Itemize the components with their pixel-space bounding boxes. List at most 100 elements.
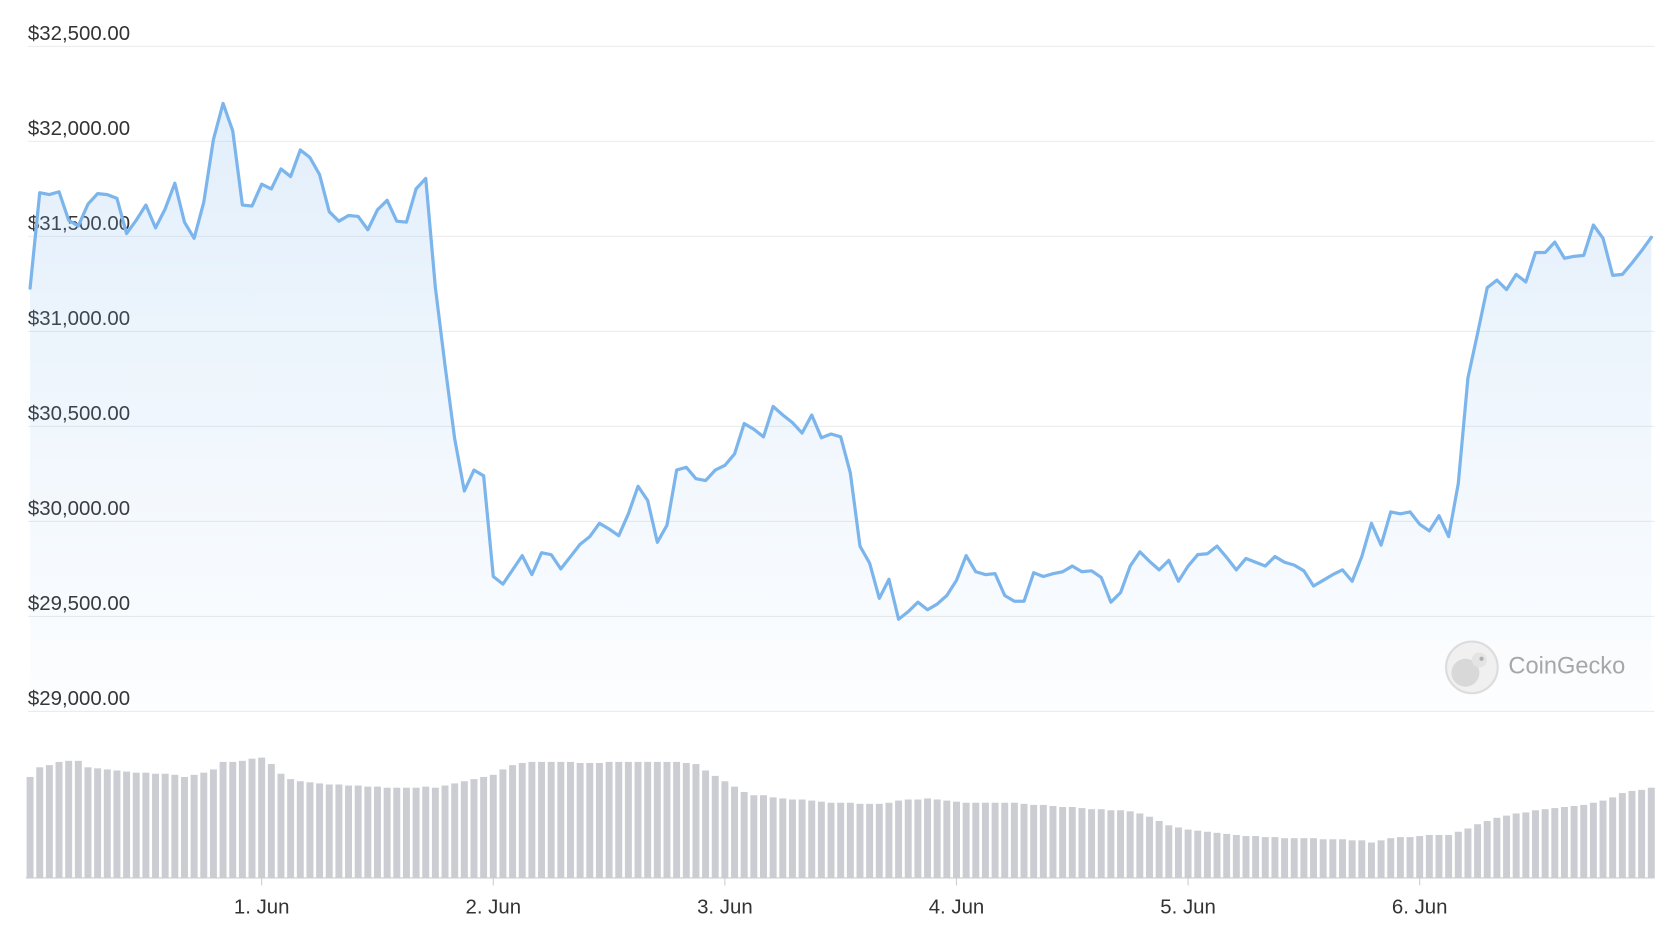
volume-bar <box>1512 813 1520 878</box>
volume-bar <box>1425 834 1433 878</box>
x-tick-label: 1. Jun <box>234 896 290 918</box>
volume-bar <box>190 774 198 878</box>
volume-bar <box>1126 811 1134 878</box>
volume-bar <box>1020 803 1028 878</box>
volume-bar <box>788 799 796 878</box>
volume-bar <box>287 779 295 878</box>
area <box>30 103 1652 712</box>
watermark-text: CoinGecko <box>1508 654 1625 680</box>
volume-bar <box>364 786 372 878</box>
volume-bar <box>1589 802 1597 878</box>
volume-bar <box>538 761 546 878</box>
volume-bar <box>123 771 131 878</box>
volume-bar <box>972 802 980 878</box>
volume-bar <box>1059 807 1067 878</box>
volume-bar <box>1174 827 1182 878</box>
volume-bar <box>1223 833 1231 878</box>
volume-bar <box>750 795 758 878</box>
volume-bar <box>933 799 941 878</box>
volume-bar <box>1088 809 1096 878</box>
volume-bar <box>760 795 767 878</box>
volume-bar <box>1136 813 1144 878</box>
volume-bar <box>113 770 121 878</box>
volume-bar <box>663 761 671 878</box>
volume-bar <box>200 772 208 878</box>
volume-bar <box>422 786 430 878</box>
volume-bar <box>1358 840 1366 878</box>
volume-bar <box>267 764 275 878</box>
volume-bar <box>769 797 777 878</box>
volume-bar <box>480 776 488 878</box>
volume-bar <box>1396 837 1404 878</box>
volume-bar <box>528 761 536 878</box>
volume-bar <box>1242 836 1250 878</box>
volume-bar <box>731 786 739 878</box>
volume-bar <box>586 762 594 878</box>
volume-bar <box>1232 834 1240 878</box>
volume-bar <box>132 772 140 878</box>
volume-bar <box>441 785 449 878</box>
volume-bar <box>615 761 623 878</box>
volume-bar <box>65 760 73 878</box>
volume-bar <box>94 768 102 878</box>
x-tick-label: 4. Jun <box>929 896 985 918</box>
volume-bar <box>634 761 642 878</box>
volume-bar <box>1339 839 1346 878</box>
volume-bar <box>1560 807 1568 878</box>
volume-bar <box>1367 842 1375 878</box>
volume-bar <box>1155 821 1163 878</box>
volume-bar <box>962 802 970 878</box>
x-tick-label: 5. Jun <box>1160 896 1216 918</box>
volume-bar <box>248 758 256 878</box>
volume-bar <box>1107 810 1115 878</box>
volume-bar <box>1203 831 1211 878</box>
volume-bar <box>866 803 874 878</box>
volume-bar <box>209 769 217 878</box>
volume-bar <box>1165 825 1173 878</box>
volume-bar <box>26 776 34 878</box>
volume-bar <box>171 774 179 878</box>
volume-bar <box>653 761 661 878</box>
volume-bar <box>991 802 999 878</box>
volume-bar <box>1570 805 1578 878</box>
volume-bar <box>1039 804 1047 878</box>
volume-bar <box>277 773 285 878</box>
volume-bar <box>1532 810 1539 878</box>
volume-bar <box>856 803 864 878</box>
volume-bar <box>1599 800 1607 878</box>
volume-bar <box>1609 797 1617 878</box>
volume-bar <box>1416 836 1424 878</box>
volume-bar <box>402 787 410 878</box>
volume-bar <box>1387 838 1395 878</box>
volume-bar <box>624 761 632 878</box>
y-tick-label: $32,500.00 <box>28 23 130 45</box>
volume-bar <box>682 762 690 878</box>
volume-bar <box>345 785 353 878</box>
volume-bar <box>1493 817 1501 878</box>
x-tick-label: 6. Jun <box>1392 896 1448 918</box>
volume-bar <box>431 787 439 878</box>
volume-bar <box>152 773 160 878</box>
volume-bar <box>895 800 903 878</box>
volume-bar <box>1300 838 1308 878</box>
volume-bar <box>296 781 304 878</box>
volume-bar <box>837 802 845 878</box>
volume-bar <box>325 784 333 878</box>
volume-bar <box>316 783 324 878</box>
x-tick-label: 2. Jun <box>465 896 521 918</box>
volume-bar <box>1001 802 1009 878</box>
volume-bar <box>779 798 787 878</box>
volume-bar <box>1319 839 1327 878</box>
volume-bar <box>509 765 517 878</box>
volume-bar <box>1290 838 1298 878</box>
volume-bar <box>1377 840 1385 878</box>
volume-bar <box>576 762 584 878</box>
volume-bar <box>55 761 63 878</box>
volume-bar <box>499 769 507 878</box>
volume-bar <box>1049 805 1057 878</box>
volume-bar <box>567 761 574 878</box>
volume-bar <box>1117 810 1125 878</box>
x-tick-label: 3. Jun <box>697 896 753 918</box>
volume-bar <box>1541 809 1549 878</box>
